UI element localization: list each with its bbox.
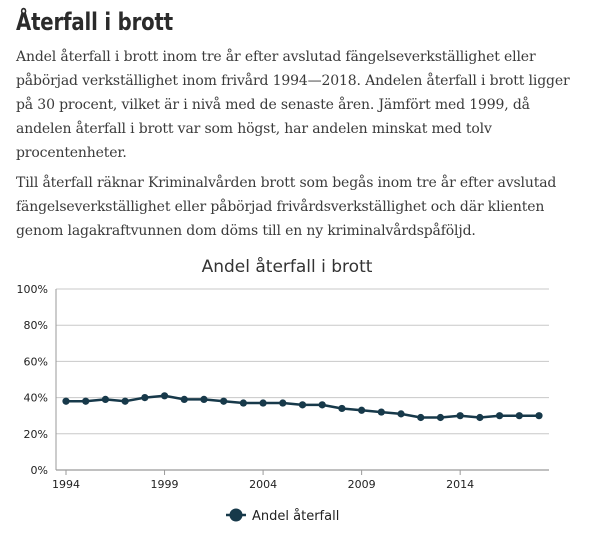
data-point[interactable] — [180, 395, 188, 404]
data-point[interactable] — [397, 410, 405, 418]
page-title: Återfall i brott — [16, 8, 173, 36]
chart-axes: 0% 20% 40% 60% 80% 100% 1994 1999 2004 2009 2014 — [17, 283, 475, 491]
data-point[interactable] — [515, 412, 523, 420]
data-point[interactable] — [141, 394, 149, 402]
data-point[interactable] — [338, 404, 346, 413]
x-tick-label: 1999 — [151, 478, 179, 491]
data-point[interactable] — [318, 401, 326, 409]
data-point[interactable] — [220, 397, 228, 405]
y-tick-label: 80% — [24, 319, 48, 332]
data-point[interactable] — [160, 392, 169, 400]
data-point[interactable] — [436, 413, 445, 422]
chart-title: Andel återfall i brott — [202, 256, 373, 277]
definition-paragraph: Till återfall räknar Kriminalvården brot… — [16, 175, 557, 239]
chart-series — [62, 392, 543, 422]
data-point[interactable] — [200, 395, 208, 404]
y-tick-label: 0% — [31, 464, 48, 477]
legend-marker — [229, 508, 243, 522]
data-point[interactable] — [62, 397, 70, 405]
line-chart: Andel återfall i brott 0% 20% 40% 60% 80% 100… — [17, 256, 549, 525]
data-point[interactable] — [476, 413, 484, 422]
intro-paragraph: Andel återfall i brott inom tre år efter… — [16, 49, 570, 161]
y-tick-label: 40% — [24, 392, 48, 405]
x-tick-label: 2009 — [348, 478, 376, 491]
data-point[interactable] — [239, 399, 247, 407]
y-tick-label: 100% — [17, 283, 48, 296]
data-point[interactable] — [101, 395, 110, 404]
data-point[interactable] — [121, 397, 129, 405]
data-point[interactable] — [358, 406, 366, 414]
chart-legend[interactable]: Andel återfall — [226, 508, 339, 525]
data-point[interactable] — [417, 413, 425, 422]
data-point[interactable] — [456, 412, 464, 420]
data-point[interactable] — [259, 399, 267, 407]
data-point[interactable] — [535, 412, 543, 420]
x-tick-label: 1994 — [52, 478, 80, 491]
y-tick-label: 20% — [24, 428, 48, 441]
data-point[interactable] — [495, 412, 504, 420]
data-point[interactable] — [82, 397, 90, 405]
x-tick-label: 2014 — [446, 478, 474, 491]
data-point[interactable] — [298, 401, 307, 409]
x-tick-label: 2004 — [249, 478, 277, 491]
data-point[interactable] — [279, 399, 287, 407]
legend-label: Andel återfall — [252, 509, 339, 524]
y-tick-label: 60% — [24, 355, 48, 368]
data-point[interactable] — [377, 408, 385, 416]
chart-grid — [56, 288, 549, 471]
